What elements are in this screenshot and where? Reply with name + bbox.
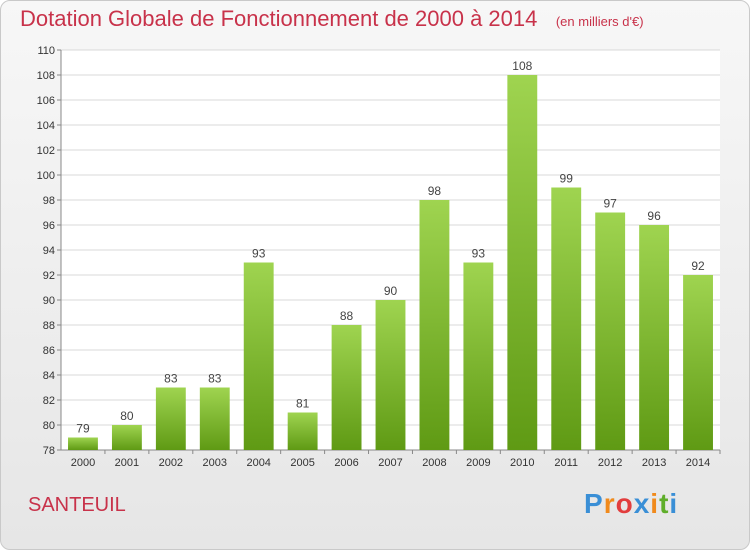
x-tick-label: 2002 <box>159 457 183 469</box>
x-tick-label: 2004 <box>246 457 270 469</box>
bar-value-label: 81 <box>296 397 310 411</box>
bar <box>551 187 582 450</box>
y-tick-label: 96 <box>43 220 55 232</box>
y-tick-label: 110 <box>37 45 55 57</box>
bar-value-label: 83 <box>164 372 178 386</box>
logo-letter: t <box>659 488 670 519</box>
y-tick-label: 78 <box>43 445 55 457</box>
y-tick-label: 108 <box>37 70 55 82</box>
x-tick-label: 2014 <box>686 457 710 469</box>
y-tick-label: 98 <box>43 195 55 207</box>
bar <box>507 75 538 450</box>
bar <box>155 387 186 450</box>
bar <box>419 200 450 450</box>
x-tick-label: 2008 <box>422 457 446 469</box>
bar <box>683 275 713 450</box>
x-tick-label: 2012 <box>598 457 622 469</box>
y-tick-label: 80 <box>43 420 55 432</box>
title-row: Dotation Globale de Fonctionnement de 20… <box>20 6 644 32</box>
x-tick-label: 2007 <box>378 457 402 469</box>
place-name: SANTEUIL <box>28 494 126 516</box>
logo-letter: r <box>603 488 616 519</box>
proxiti-logo[interactable]: Proxiti <box>584 488 678 520</box>
x-tick-label: 2009 <box>466 457 490 469</box>
bar-value-label: 93 <box>252 247 266 261</box>
y-tick-label: 82 <box>43 395 55 407</box>
x-tick-label: 2005 <box>290 457 314 469</box>
x-tick-label: 2001 <box>115 457 139 469</box>
bar-value-label: 90 <box>384 284 398 298</box>
y-tick-label: 92 <box>43 270 55 282</box>
logo-letter: x <box>633 488 651 519</box>
bar-value-label: 99 <box>560 172 574 186</box>
bar-value-label: 88 <box>340 309 354 323</box>
y-tick-label: 90 <box>43 295 55 307</box>
y-tick-label: 84 <box>43 370 55 382</box>
y-tick-label: 106 <box>37 95 55 107</box>
bar-value-label: 92 <box>691 259 705 273</box>
bar-value-label: 108 <box>512 59 532 73</box>
bar <box>595 212 626 450</box>
bar-value-label: 79 <box>76 422 90 436</box>
x-tick-label: 2010 <box>510 457 534 469</box>
bar <box>243 262 274 450</box>
bar <box>639 225 670 450</box>
logo-letter: P <box>584 488 604 519</box>
logo-letter: i <box>669 488 679 519</box>
bar-value-label: 83 <box>208 372 222 386</box>
bar <box>287 412 318 450</box>
bar-value-label: 96 <box>647 209 661 223</box>
chart-subtitle: (en milliers d'€) <box>555 14 644 29</box>
chart-title: Dotation Globale de Fonctionnement de 20… <box>20 6 538 31</box>
x-tick-label: 2003 <box>203 457 227 469</box>
logo-letter: i <box>650 488 660 519</box>
bar <box>331 325 362 450</box>
y-tick-label: 102 <box>37 145 55 157</box>
bar <box>375 300 406 450</box>
bar-value-label: 80 <box>120 409 134 423</box>
bar-value-label: 97 <box>603 197 617 211</box>
y-tick-label: 88 <box>43 320 55 332</box>
x-tick-label: 2000 <box>71 457 95 469</box>
bar <box>463 262 494 450</box>
logo-letter: o <box>615 488 634 519</box>
y-tick-label: 94 <box>43 245 55 257</box>
x-tick-label: 2006 <box>334 457 358 469</box>
x-tick-label: 2013 <box>642 457 666 469</box>
bar <box>68 437 98 450</box>
bar <box>199 387 230 450</box>
y-tick-label: 100 <box>37 170 55 182</box>
bar <box>111 425 142 450</box>
x-tick-label: 2011 <box>554 457 578 469</box>
y-tick-label: 86 <box>43 345 55 357</box>
bar-value-label: 98 <box>428 184 442 198</box>
y-tick-label: 104 <box>37 120 55 132</box>
bar-value-label: 93 <box>472 247 486 261</box>
